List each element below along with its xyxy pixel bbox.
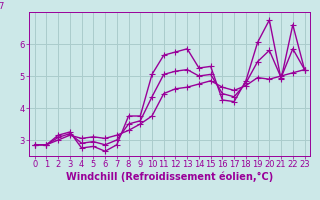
Text: 7: 7: [0, 2, 4, 11]
X-axis label: Windchill (Refroidissement éolien,°C): Windchill (Refroidissement éolien,°C): [66, 172, 273, 182]
